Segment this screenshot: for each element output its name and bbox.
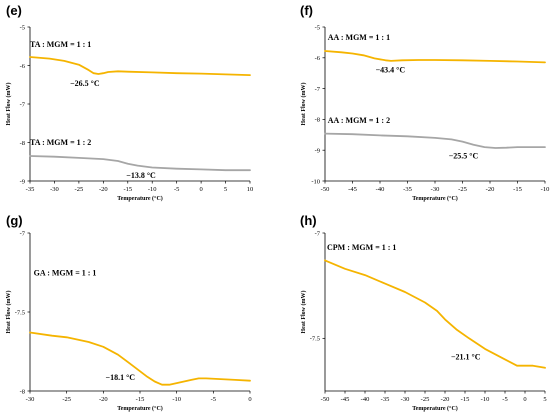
chart-panel: (e) -35 -30 -25 -20 -15 -10 -5 0 5 10 -5 -6 -7 -8 -9 Tem… [5, 3, 253, 202]
series-line [29, 56, 251, 76]
x-tick-label: -10 [541, 186, 550, 193]
chart-panel: (g) -30 -25 -20 -15 -10 -5 0 -7 -7.5 -8 Temperature… [5, 213, 252, 412]
x-axis-label: Temperature (°C) [117, 195, 163, 202]
x-tick-label: -35 [26, 186, 35, 193]
x-tick-label: -25 [458, 186, 467, 193]
y-tick-label: -5 [20, 24, 25, 31]
x-tick-label: -10 [481, 396, 490, 403]
x-tick-label: -5 [174, 186, 179, 193]
x-tick-label: -45 [341, 396, 350, 403]
x-tick-label: -20 [99, 186, 108, 193]
series-line [324, 132, 546, 149]
panel-letter: (g) [6, 213, 23, 228]
y-tick-label: -9 [315, 148, 320, 155]
y-tick-label: -7 [315, 230, 321, 237]
x-tick-label: -50 [321, 186, 330, 193]
x-tick-label: -15 [513, 186, 522, 193]
x-tick-label: -25 [62, 396, 71, 403]
x-tick-label: -5 [211, 396, 216, 403]
transition-temperature-label: −13.8 °C [126, 171, 156, 180]
x-tick-label: 10 [247, 186, 254, 193]
y-tick-label: -9 [20, 178, 25, 185]
series-line [324, 259, 546, 369]
y-tick-label: -7 [315, 86, 321, 93]
x-tick-label: -45 [348, 186, 357, 193]
y-tick-label: -7 [20, 101, 26, 108]
transition-temperature-label: −21.1 °C [451, 352, 481, 361]
x-tick-label: -20 [441, 396, 450, 403]
x-tick-label: -15 [123, 186, 132, 193]
y-tick-label: -8 [20, 140, 25, 147]
transition-temperature-label: −43.4 °C [376, 65, 406, 74]
y-tick-label: -10 [311, 178, 320, 185]
panel-letter: (h) [300, 213, 317, 228]
panel-letter: (f) [300, 3, 313, 18]
transition-temperature-label: −25.5 °C [449, 152, 479, 161]
x-tick-label: 5 [543, 396, 546, 403]
sample-ratio-label: TA : MGM = 1 : 2 [30, 138, 91, 147]
series-line [324, 50, 546, 64]
transition-temperature-label: −18.1 °C [106, 373, 136, 382]
x-tick-label: -15 [461, 396, 470, 403]
sample-ratio-label: AA : MGM = 1 : 2 [328, 116, 390, 125]
x-tick-label: 5 [224, 186, 227, 193]
y-tick-label: -6 [315, 55, 321, 62]
x-tick-label: -20 [99, 396, 108, 403]
x-axis-label: Temperature (°C) [117, 405, 163, 412]
x-tick-label: -30 [401, 396, 410, 403]
chart-panel: (h)-50 -45 -40 -35 -30 -25 -20 -15 -10 -5 0 5-7-7.5… [300, 213, 547, 412]
y-tick-label: -7.5 [310, 336, 320, 343]
x-tick-label: -25 [75, 186, 84, 193]
x-tick-label: -30 [431, 186, 440, 193]
y-tick-label: -7.5 [15, 309, 25, 316]
x-tick-label: -10 [148, 186, 157, 193]
y-axis-label: Heat Flow (mW) [5, 83, 12, 126]
x-tick-label: -50 [321, 396, 330, 403]
chart-panel: (f) -50 -45 -40 -35 -30 -25 -20 -15 -10 -5 -6 -7 -8 -9… [300, 3, 549, 202]
x-tick-label: 0 [523, 396, 526, 403]
y-tick-label: -8 [315, 117, 320, 124]
sample-ratio-label: AA : MGM = 1 : 1 [328, 33, 390, 42]
series-line [29, 155, 251, 172]
y-tick-label: -8 [20, 388, 25, 395]
panel-letter: (e) [6, 3, 22, 18]
x-tick-label: -15 [136, 396, 145, 403]
x-tick-label: -40 [361, 396, 370, 403]
x-tick-label: -30 [26, 396, 35, 403]
x-axis-label: Temperature (°C) [412, 405, 458, 412]
y-axis-label: Heat Flow (mW) [300, 291, 307, 334]
y-tick-label: -7 [20, 230, 26, 237]
x-tick-label: -30 [50, 186, 59, 193]
x-tick-label: -25 [421, 396, 430, 403]
x-tick-label: -5 [502, 396, 507, 403]
y-axis-label: Heat Flow (mW) [300, 83, 307, 126]
series-line [29, 331, 251, 386]
sample-ratio-label: CPM : MGM = 1 : 1 [327, 243, 396, 252]
x-tick-label: -35 [381, 396, 390, 403]
x-tick-label: -20 [486, 186, 495, 193]
sample-ratio-label: TA : MGM = 1 : 1 [30, 40, 91, 49]
x-tick-label: -35 [403, 186, 412, 193]
transition-temperature-label: −26.5 °C [70, 79, 100, 88]
y-tick-label: -6 [20, 63, 26, 70]
x-tick-label: 0 [199, 186, 202, 193]
sample-ratio-label: GA : MGM = 1 : 1 [34, 269, 97, 278]
x-axis-label: Temperature (°C) [412, 195, 458, 202]
x-tick-label: 0 [248, 396, 251, 403]
x-tick-label: -10 [172, 396, 181, 403]
x-tick-label: -40 [376, 186, 385, 193]
y-axis-label: Heat Flow (mW) [5, 291, 12, 334]
y-tick-label: -5 [315, 24, 320, 31]
